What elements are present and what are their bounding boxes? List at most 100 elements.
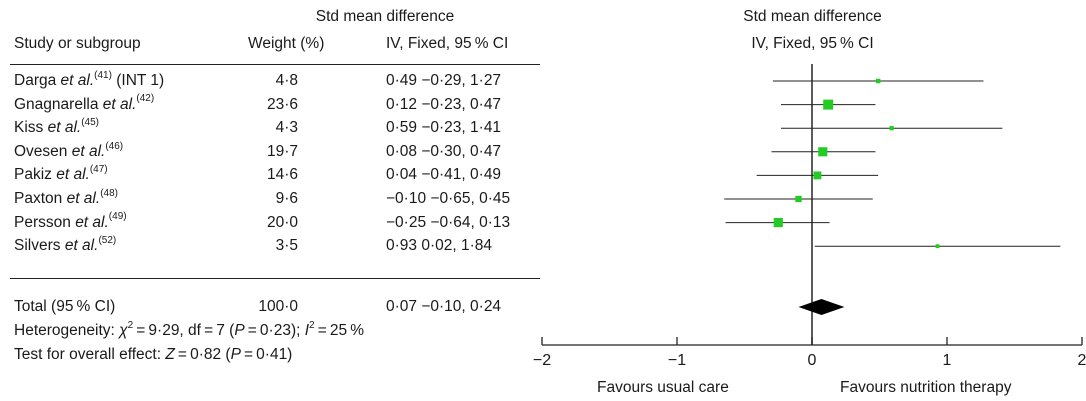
- study-ci: −0·10 −0·65, 0·45: [386, 190, 510, 208]
- study-etal: et al.: [71, 142, 106, 160]
- study-author: Paxton: [14, 190, 63, 207]
- study-weight: 23·6: [266, 95, 298, 113]
- study-interval: −0·23, 0·47: [421, 95, 502, 113]
- study-ref: (47): [89, 164, 108, 176]
- study-weight: 14·6: [266, 166, 298, 184]
- study-ci: 0·59 −0·23, 1·41: [386, 119, 501, 137]
- study-ref: (46): [105, 140, 124, 152]
- i-symbol: I: [304, 322, 310, 339]
- study-name: Paxton et al.(48): [14, 187, 118, 208]
- chi-value: = 9·29, df = 7 (: [133, 322, 235, 339]
- study-marker: [823, 99, 834, 110]
- study-estimate: 0·49: [386, 72, 418, 89]
- study-interval: −0·64, 0·13: [430, 213, 511, 231]
- study-weight: 4·3: [275, 119, 298, 137]
- x-tick-label: −1: [668, 352, 686, 369]
- study-etal: et al.: [75, 213, 109, 231]
- study-etal: et al.: [56, 166, 90, 184]
- study-marker: [889, 126, 894, 131]
- plot-subtitle: IV, Fixed, 95 % CI: [751, 35, 874, 52]
- i-value: = 25 %: [314, 322, 364, 339]
- chi-symbol: χ: [119, 322, 128, 339]
- study-estimate: 0·93: [386, 237, 418, 255]
- study-interval: −0·41, 0·49: [421, 166, 502, 184]
- col-header-study: Study or subgroup: [14, 35, 141, 52]
- total-estimate: 0·07: [386, 298, 418, 315]
- study-author: Ovesen: [14, 142, 68, 160]
- study-marker: [795, 195, 802, 203]
- heterogeneity-prefix: Heterogeneity:: [14, 322, 120, 339]
- study-name: Kiss et al.(45): [14, 117, 100, 137]
- left-group-title: Std mean difference: [315, 8, 455, 25]
- study-suffix: (INT 1): [111, 72, 165, 89]
- total-ci: 0·07 −0·10, 0·24: [386, 298, 501, 316]
- p-symbol: P: [234, 322, 245, 339]
- study-name: Darga et al.(41) (INT 1): [14, 69, 165, 90]
- plot-title: Std mean difference: [743, 8, 882, 25]
- study-ref: (45): [81, 117, 100, 129]
- study-etal: et al.: [102, 95, 137, 113]
- study-weight: 9·6: [275, 190, 298, 207]
- chi-exponent: 2: [127, 319, 134, 331]
- study-author: Gnagnarella: [14, 95, 99, 113]
- pooled-diamond: [798, 299, 845, 315]
- study-name: Ovesen et al.(46): [14, 140, 124, 161]
- study-ref: (48): [100, 187, 118, 199]
- study-ci: 0·93 0·02, 1·84: [386, 237, 492, 255]
- study-name: Silvers et al.(52): [14, 235, 117, 255]
- col-header-ci: IV, Fixed, 95 % CI: [386, 35, 509, 52]
- study-etal: et al.: [66, 190, 101, 207]
- study-ref: (52): [98, 235, 117, 247]
- overall-prefix: Test for overall effect:: [14, 346, 166, 363]
- overall-p-symbol: P: [230, 346, 241, 363]
- study-estimate: −0·10: [386, 190, 427, 207]
- study-estimate: 0·04: [386, 166, 418, 184]
- study-interval: −0·30, 0·47: [421, 142, 502, 160]
- study-author: Kiss: [14, 119, 44, 137]
- study-ref: (41): [94, 69, 112, 81]
- study-weight: 3·5: [275, 237, 298, 255]
- study-author: Silvers: [14, 237, 61, 255]
- study-author: Pakiz: [14, 166, 52, 184]
- x-tick-label: 2: [1078, 352, 1086, 369]
- study-etal: et al.: [47, 119, 82, 137]
- study-ci: 0·49 −0·29, 1·27: [386, 72, 501, 90]
- total-interval: −0·10, 0·24: [421, 298, 502, 315]
- header-rule: [10, 64, 540, 65]
- study-interval: −0·23, 1·41: [421, 119, 502, 137]
- study-rule: [10, 278, 540, 279]
- favours-left-label: Favours usual care: [597, 379, 729, 396]
- study-estimate: 0·12: [386, 95, 418, 113]
- x-tick-label: 0: [808, 352, 817, 369]
- study-ref: (42): [136, 93, 155, 105]
- z-value: = 0·82 (: [174, 346, 231, 363]
- study-ci: 0·04 −0·41, 0·49: [386, 166, 501, 184]
- study-ref: (49): [108, 211, 127, 223]
- study-etal: et al.: [64, 237, 99, 255]
- col-header-weight: Weight (%): [248, 35, 325, 52]
- study-marker: [818, 147, 828, 157]
- study-ci: 0·08 −0·30, 0·47: [386, 143, 501, 161]
- study-author: Persson: [14, 213, 71, 231]
- study-estimate: 0·59: [386, 119, 418, 137]
- i-exponent: 2: [309, 319, 315, 331]
- study-marker: [935, 244, 940, 249]
- study-name: Gnagnarella et al.(42): [14, 93, 155, 114]
- overall-effect-text: Test for overall effect: Z = 0·82 (P = 0…: [14, 346, 292, 364]
- study-ci: −0·25 −0·64, 0·13: [386, 214, 510, 232]
- study-etal: et al.: [60, 72, 95, 89]
- study-ci: 0·12 −0·23, 0·47: [386, 96, 501, 114]
- x-tick-label: −2: [533, 352, 551, 369]
- study-estimate: 0·08: [386, 142, 418, 160]
- study-interval: −0·29, 1·27: [421, 72, 502, 89]
- study-weight: 19·7: [266, 142, 298, 160]
- study-marker: [813, 171, 822, 180]
- p-value: = 0·23);: [244, 322, 305, 339]
- overall-p-value: = 0·41): [240, 346, 293, 363]
- heterogeneity-text: Heterogeneity: χ2 = 9·29, df = 7 (P = 0·…: [14, 319, 364, 340]
- x-tick-label: 1: [943, 352, 952, 369]
- z-symbol: Z: [165, 346, 175, 363]
- study-estimate: −0·25: [386, 213, 427, 231]
- study-marker: [773, 218, 783, 228]
